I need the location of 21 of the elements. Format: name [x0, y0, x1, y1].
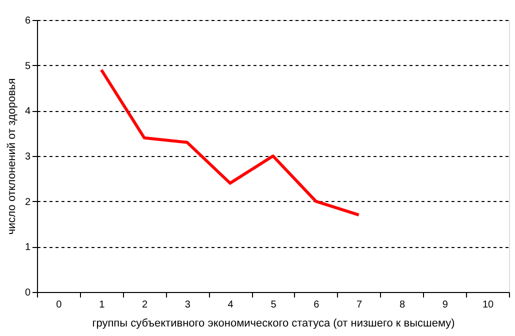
y-tick-label: 1 [24, 242, 31, 254]
x-tick-label: 5 [270, 300, 277, 310]
line-series [100, 68, 360, 216]
y-tick-label: 3 [24, 152, 31, 162]
x-axis-title: группы субъективного экономического статуса (от низшего к высшему) [92, 318, 455, 330]
x-tick-label: 8 [399, 300, 406, 310]
y-tick-label: 4 [24, 106, 31, 118]
y-tick-label: 6 [24, 16, 31, 26]
x-tick-label: 1 [99, 300, 106, 310]
x-tick-label: 9 [442, 300, 448, 310]
x-tick-label: 2 [142, 300, 148, 310]
y-tick-label: 5 [24, 60, 31, 72]
y-tick-label: 2 [24, 196, 31, 208]
x-tick-label: 6 [314, 300, 320, 310]
y-axis-title: число отклонений от здоровья [6, 78, 18, 235]
x-tick-label: 3 [184, 300, 191, 310]
x-tick-label: 0 [56, 300, 62, 310]
x-tick-label: 10 [482, 300, 494, 310]
x-tick-label: 7 [356, 300, 363, 310]
x-tick-label: 4 [228, 300, 234, 310]
y-tick-label: 0 [24, 288, 31, 298]
